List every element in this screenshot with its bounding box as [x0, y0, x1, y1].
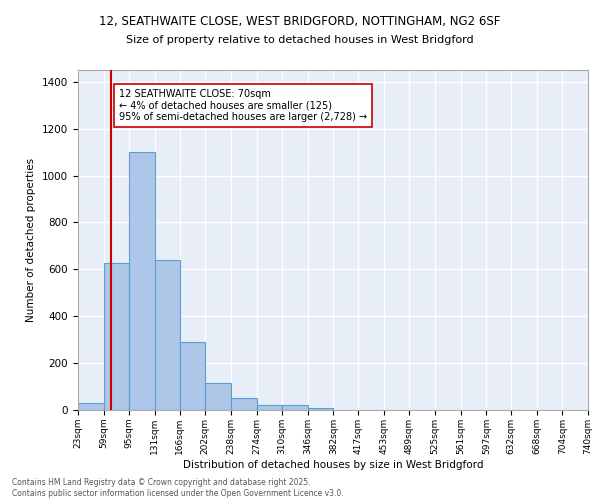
Bar: [180, 342, 205, 410]
Bar: [257, 406, 282, 410]
Text: 12 SEATHWAITE CLOSE: 70sqm
← 4% of detached houses are smaller (125)
95% of semi: 12 SEATHWAITE CLOSE: 70sqm ← 4% of detac…: [119, 89, 367, 122]
Text: Size of property relative to detached houses in West Bridgford: Size of property relative to detached ho…: [126, 35, 474, 45]
Bar: [282, 406, 308, 410]
X-axis label: Distribution of detached houses by size in West Bridgford: Distribution of detached houses by size …: [183, 460, 483, 469]
Bar: [78, 403, 104, 410]
Bar: [155, 260, 180, 410]
Text: Contains HM Land Registry data © Crown copyright and database right 2025.
Contai: Contains HM Land Registry data © Crown c…: [12, 478, 344, 498]
Bar: [104, 264, 129, 410]
Y-axis label: Number of detached properties: Number of detached properties: [26, 158, 37, 322]
Bar: [308, 408, 334, 410]
Bar: [231, 398, 257, 410]
Bar: [205, 383, 231, 410]
Bar: [129, 152, 155, 410]
Text: 12, SEATHWAITE CLOSE, WEST BRIDGFORD, NOTTINGHAM, NG2 6SF: 12, SEATHWAITE CLOSE, WEST BRIDGFORD, NO…: [100, 15, 500, 28]
